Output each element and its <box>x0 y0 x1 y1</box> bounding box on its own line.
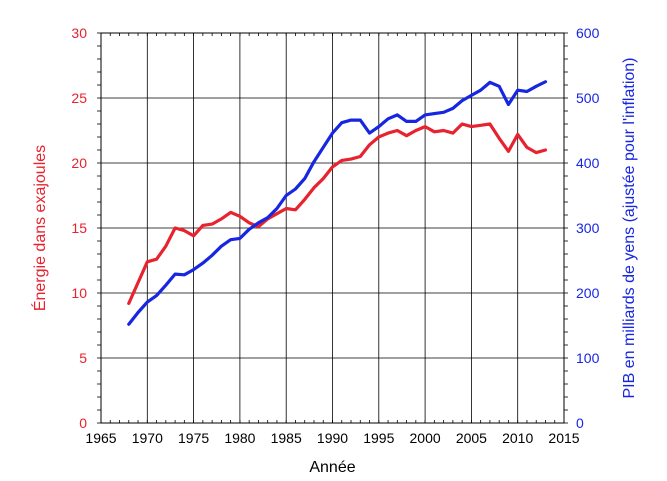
tick-layer: 1965 1970 1975 1980 1985 1990 1995 2000 2005 2010… <box>71 25 599 446</box>
series-layer <box>127 80 548 326</box>
right-tick-label: 600 <box>576 25 600 41</box>
right-tick-label: 300 <box>576 220 600 236</box>
x-tick-label: 1970 <box>132 430 163 446</box>
right-tick-label: 400 <box>576 155 600 171</box>
left-tick-label: 20 <box>71 155 87 171</box>
grid-layer <box>100 32 565 424</box>
x-tick-label: 2000 <box>410 430 441 446</box>
x-tick-label: 2015 <box>548 430 579 446</box>
x-tick-label: 1980 <box>224 430 255 446</box>
right-tick-label: 100 <box>576 350 600 366</box>
left-tick-label: 30 <box>71 25 87 41</box>
left-tick-label: 10 <box>71 285 87 301</box>
energy-series-line <box>127 122 548 305</box>
x-tick-label: 1975 <box>178 430 209 446</box>
x-tick-label: 1965 <box>85 430 116 446</box>
right-axis-title: PIB en milliards de yens (ajustée pour l… <box>621 58 638 399</box>
x-axis-title: Année <box>309 459 355 476</box>
left-tick-label: 25 <box>71 90 87 106</box>
x-tick-label: 1990 <box>317 430 348 446</box>
x-tick-label: 1995 <box>363 430 394 446</box>
x-tick-label: 1985 <box>271 430 302 446</box>
left-tick-label: 15 <box>71 220 87 236</box>
left-tick-label: 5 <box>79 350 87 366</box>
x-tick-label: 2005 <box>456 430 487 446</box>
x-tick-label: 2010 <box>502 430 533 446</box>
right-tick-label: 200 <box>576 285 600 301</box>
left-axis-title: Énergie dans exajoules <box>30 145 49 311</box>
right-tick-label: 0 <box>576 415 584 431</box>
right-tick-label: 500 <box>576 90 600 106</box>
gdp-series-line <box>127 80 548 326</box>
left-tick-label: 0 <box>79 415 87 431</box>
